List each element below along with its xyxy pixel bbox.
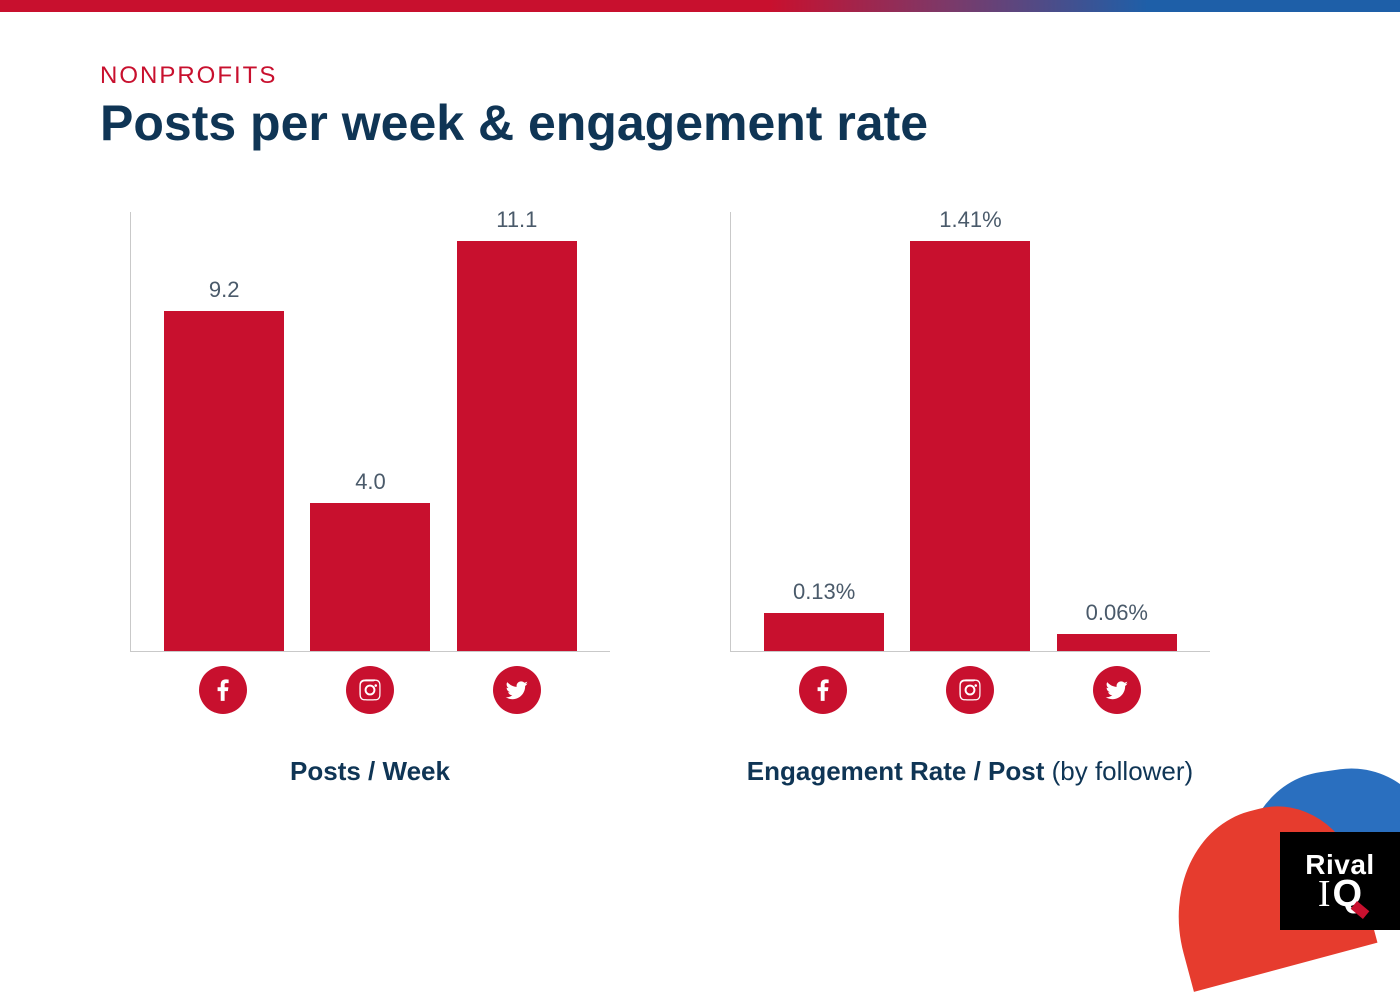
chart-title: Engagement Rate / Post (by follower) (730, 756, 1210, 787)
bars-container: 9.2 4.0 11.1 (131, 212, 610, 651)
bar-instagram: 1.41% (905, 207, 1035, 651)
bar-value-label: 1.41% (939, 207, 1001, 233)
facebook-icon (799, 666, 847, 714)
brand-logo-line2: I Q (1318, 875, 1362, 913)
chart-plot-area: 0.13% 1.41% 0.06% (730, 212, 1210, 652)
chart-title-sub: (by follower) (1044, 756, 1193, 786)
bar-value-label: 0.06% (1086, 600, 1148, 626)
facebook-icon (199, 666, 247, 714)
bar-rect (310, 503, 430, 651)
bar-facebook: 9.2 (159, 277, 289, 651)
twitter-icon (493, 666, 541, 714)
bar-twitter: 0.06% (1052, 600, 1182, 651)
top-gradient-bar (0, 0, 1400, 12)
brand-logo: Rival I Q (1280, 832, 1400, 930)
bar-twitter: 11.1 (452, 207, 582, 651)
chart-engagement-rate: 0.13% 1.41% 0.06% (730, 212, 1210, 787)
icons-row (130, 652, 610, 714)
bar-value-label: 9.2 (209, 277, 240, 303)
chart-title-main: Engagement Rate / Post (747, 756, 1045, 786)
brand-logo-i: I (1318, 875, 1331, 913)
bars-container: 0.13% 1.41% 0.06% (731, 212, 1210, 651)
instagram-icon (946, 666, 994, 714)
chart-title: Posts / Week (130, 756, 610, 787)
twitter-icon (1093, 666, 1141, 714)
icons-row (730, 652, 1210, 714)
brand-logo-q: Q (1333, 875, 1363, 913)
bar-rect (910, 241, 1030, 651)
brand-corner: Rival I Q (1180, 770, 1400, 930)
page-title: Posts per week & engagement rate (100, 94, 1300, 152)
instagram-icon (346, 666, 394, 714)
charts-row: 9.2 4.0 11.1 (100, 212, 1300, 787)
brand-logo-q-tail (1351, 901, 1370, 919)
bar-rect (457, 241, 577, 651)
category-label: NONPROFITS (100, 62, 1300, 90)
chart-plot-area: 9.2 4.0 11.1 (130, 212, 610, 652)
bar-value-label: 0.13% (793, 579, 855, 605)
bar-rect (764, 613, 884, 651)
content-area: NONPROFITS Posts per week & engagement r… (0, 12, 1400, 787)
chart-posts-per-week: 9.2 4.0 11.1 (130, 212, 610, 787)
bar-facebook: 0.13% (759, 579, 889, 651)
bar-rect (164, 311, 284, 651)
bar-rect (1057, 634, 1177, 651)
bar-value-label: 11.1 (496, 207, 537, 233)
bar-value-label: 4.0 (355, 469, 386, 495)
chart-title-main: Posts / Week (290, 756, 450, 786)
bar-instagram: 4.0 (305, 469, 435, 651)
